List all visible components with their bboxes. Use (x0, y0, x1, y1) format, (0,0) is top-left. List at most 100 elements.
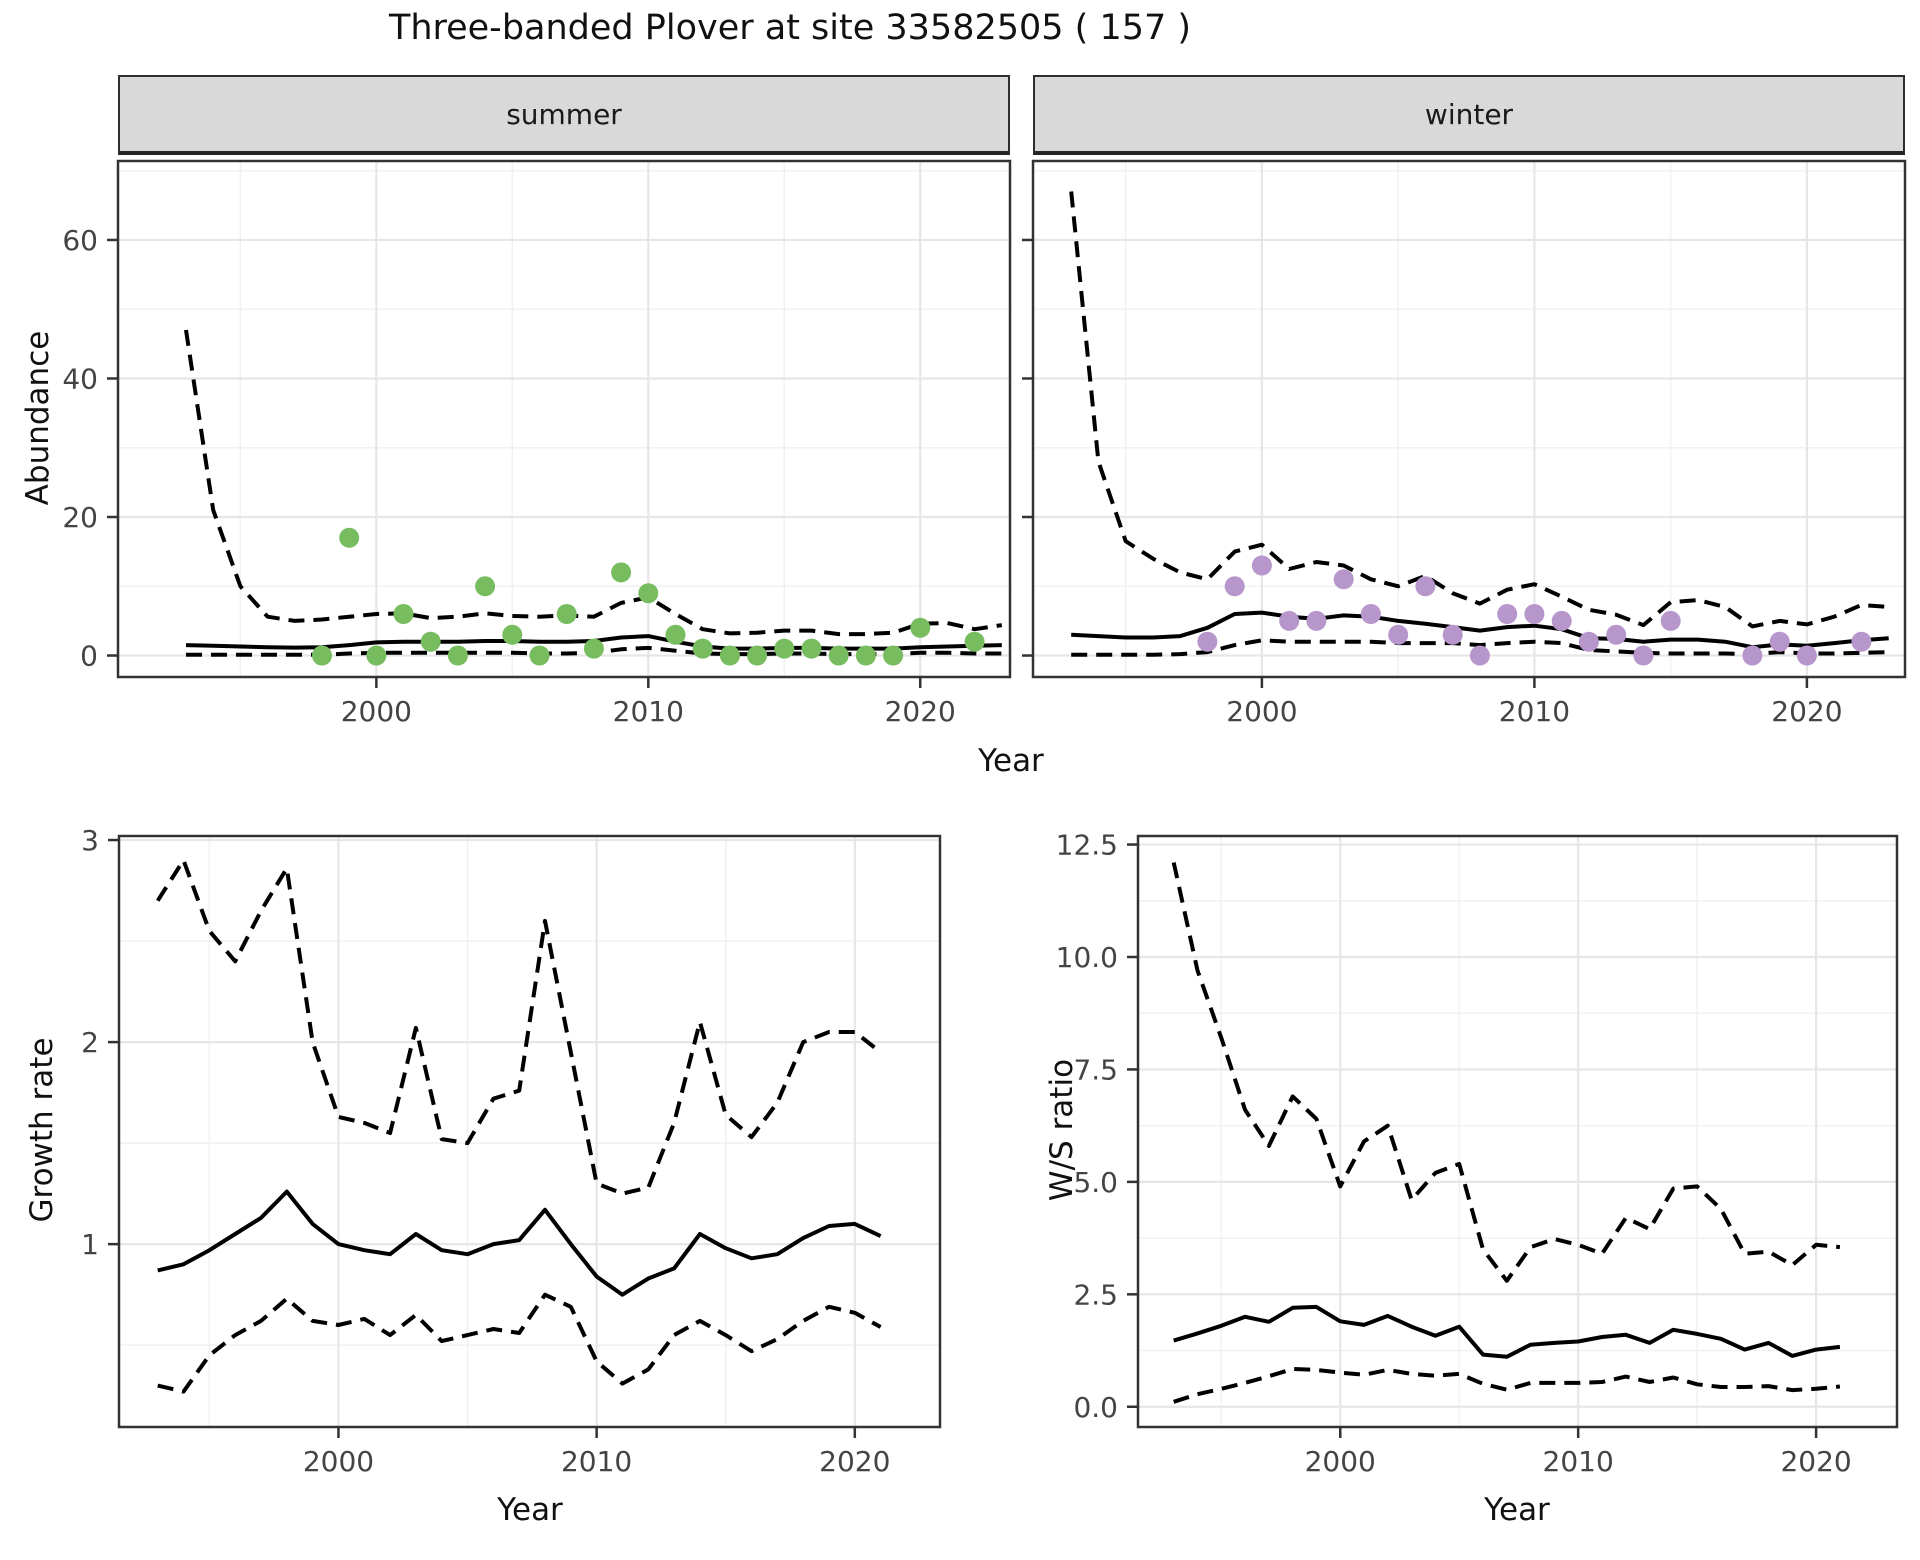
abundance_winter-data-point (1415, 576, 1436, 597)
abundance_summer-data-point (747, 645, 768, 666)
y-tick-label: 2 (81, 1026, 99, 1059)
panel-growth-rate: 2000 2010 2020 1 2 3 (81, 824, 942, 1478)
abundance_winter-data-point (1497, 604, 1518, 624)
y-tick-label: 2.5 (1073, 1278, 1118, 1311)
abundance_summer-data-point (774, 638, 795, 659)
abundance_summer-data-point (828, 645, 849, 666)
x-tick-label: 2010 (1543, 1445, 1614, 1478)
abundance_summer-data-point (529, 645, 550, 666)
abundance_winter-data-point (1524, 604, 1545, 624)
abundance_summer-data-point (447, 645, 468, 666)
x-tick-label: 2010 (561, 1445, 632, 1478)
x-tick-label: 2000 (1226, 695, 1297, 728)
abundance_summer-data-point (393, 604, 414, 624)
abundance_winter-data-point (1224, 576, 1245, 597)
panel-abundance-winter: 2000 2010 2020 (1022, 159, 1907, 728)
y-axis-title-abundance: Abundance (20, 330, 56, 506)
ws_ratio-upper_ci-line (1171, 862, 1841, 1283)
panel-border (1136, 834, 1899, 1429)
abundance_winter-data-point (1388, 624, 1409, 645)
growth_rate-upper_ci-line (156, 858, 882, 1196)
abundance_summer-data-point (583, 638, 604, 659)
abundance_summer-upper_ci-line (184, 329, 1003, 637)
x-tick-label: 2000 (303, 1445, 374, 1478)
y-tick-label: 10.0 (1056, 941, 1118, 974)
ws_ratio-lower_ci-line (1173, 1367, 1841, 1404)
abundance_summer-data-point (420, 631, 441, 652)
abundance_winter-upper_ci-line (1069, 191, 1889, 629)
abundance_winter-data-point (1442, 624, 1463, 645)
abundance_summer-data-point (312, 645, 332, 666)
abundance_winter-data-point (1851, 631, 1872, 652)
abundance_summer-data-point (801, 638, 822, 659)
abundance_summer-data-point (883, 645, 904, 666)
panel-border (117, 834, 942, 1429)
abundance_summer-data-point (692, 638, 713, 659)
y-tick-label: 5.0 (1073, 1166, 1118, 1199)
abundance_winter-data-point (1251, 555, 1272, 576)
abundance_winter-data-point (1279, 610, 1300, 631)
panel-background (1138, 836, 1897, 1427)
abundance_winter-data-point (1469, 645, 1490, 666)
x-tick-label: 2020 (1780, 1445, 1851, 1478)
x-axis-title-year-top: Year (978, 743, 1044, 779)
panel-abundance-summer: 2000 2010 2020 0 20 40 60 (62, 159, 1012, 728)
abundance_summer-data-point (964, 631, 985, 652)
y-tick-label: 0.0 (1073, 1391, 1118, 1424)
facet-strip-winter-label: winter (1424, 97, 1514, 131)
panel-background (118, 161, 1010, 677)
abundance_summer-data-point (366, 645, 387, 666)
facet-strip-summer-label: summer (506, 97, 622, 131)
abundance_summer-data-point (475, 576, 496, 597)
abundance_winter-data-point (1360, 604, 1381, 624)
abundance_winter-data-point (1660, 610, 1681, 631)
abundance_winter-data-point (1606, 624, 1627, 645)
y-tick-label: 7.5 (1073, 1053, 1118, 1086)
facet-strip-winter: winter (1033, 75, 1905, 155)
y-tick-label: 20 (62, 501, 98, 534)
y-tick-label: 12.5 (1056, 829, 1118, 862)
panel-background (1033, 161, 1905, 677)
growth_rate-lower_ci-line (157, 1292, 882, 1394)
y-axis-title-growth-rate: Growth rate (24, 1037, 60, 1223)
abundance_summer-data-point (502, 624, 523, 645)
y-axis-title-ws-ratio: W/S ratio (1044, 1058, 1080, 1202)
abundance_summer-data-point (910, 617, 931, 638)
abundance_winter-data-point (1578, 631, 1599, 652)
chart-title: Three-banded Plover at site 33582505 ( 1… (388, 8, 1192, 48)
x-tick-label: 2020 (885, 695, 956, 728)
abundance_winter-data-point (1633, 645, 1654, 666)
x-axis-title-year-ws: Year (1484, 1492, 1550, 1528)
x-tick-label: 2020 (819, 1445, 890, 1478)
y-tick-label: 1 (81, 1228, 99, 1261)
x-tick-label: 2000 (1305, 1445, 1376, 1478)
ws_ratio-fit-line (1173, 1304, 1841, 1359)
x-tick-label: 2020 (1771, 695, 1842, 728)
abundance_summer-data-point (339, 527, 360, 548)
abundance_summer-data-point (638, 583, 659, 604)
panel-ws-ratio: 2000 2010 2020 0.0 2.5 5.0 7.5 10.0 12.5 (1056, 829, 1899, 1478)
y-tick-label: 60 (62, 224, 98, 257)
abundance_summer-data-point (855, 645, 876, 666)
abundance_summer-data-point (719, 645, 740, 666)
abundance_winter-data-point (1769, 631, 1790, 652)
x-tick-label: 2000 (341, 695, 412, 728)
panel-border (116, 159, 1012, 679)
abundance_summer-data-point (556, 604, 577, 624)
abundance_winter-data-point (1742, 645, 1763, 666)
abundance_summer-data-point (611, 562, 632, 583)
abundance_winter-data-point (1197, 631, 1218, 652)
abundance_winter-data-point (1306, 610, 1327, 631)
abundance_summer-data-point (665, 624, 686, 645)
y-tick-label: 3 (81, 824, 99, 857)
abundance_winter-data-point (1333, 569, 1354, 590)
y-tick-label: 0 (80, 640, 98, 673)
panel-border (1031, 159, 1907, 679)
y-tick-label: 40 (62, 362, 98, 395)
abundance_winter-data-point (1796, 645, 1817, 666)
growth_rate-fit-line (157, 1189, 882, 1297)
x-tick-label: 2010 (613, 695, 684, 728)
facet-strip-summer: summer (118, 75, 1010, 155)
x-axis-title-year-growth: Year (497, 1492, 563, 1528)
